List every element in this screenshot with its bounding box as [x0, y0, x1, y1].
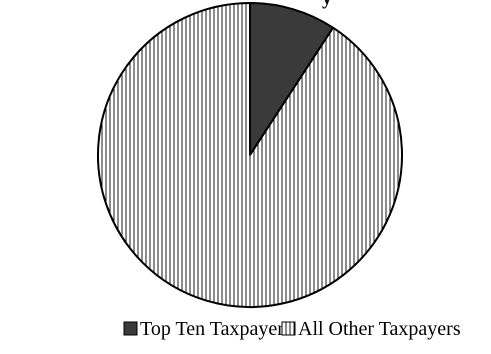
chart-title-fragment: y [322, 0, 332, 9]
legend-swatch-top-ten [123, 321, 138, 336]
pie-slice-top-ten-taxpayers [249, 2, 335, 156]
legend-swatch-all-other [281, 321, 296, 336]
pie-slice-all-other-taxpayers [97, 2, 403, 308]
legend-label-top-ten: Top Ten Taxpayers [140, 318, 292, 340]
legend: Top Ten Taxpayers All Other Taxpayers [123, 318, 461, 340]
pie-slices [97, 2, 403, 308]
legend-label-all-other: All Other Taxpayers [298, 318, 461, 340]
